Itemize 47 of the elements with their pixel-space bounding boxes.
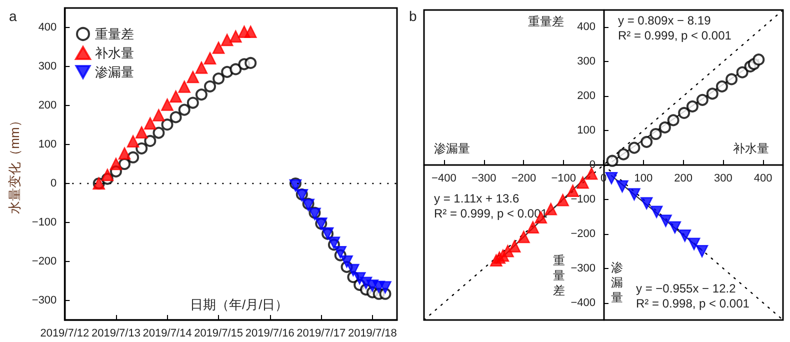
chart-title: b bbox=[409, 8, 417, 24]
annotation: y = 1.11x + 13.6 bbox=[434, 192, 520, 206]
annotation: 渗漏量 bbox=[434, 142, 470, 156]
annotation: 补水量 bbox=[733, 142, 769, 156]
y-tick-label: −100 bbox=[570, 193, 596, 206]
y-tick-label: 100 bbox=[38, 138, 57, 150]
y-tick-label: −200 bbox=[32, 256, 57, 268]
y-tick-label: 400 bbox=[38, 22, 57, 34]
y-tick-label: 300 bbox=[38, 60, 57, 72]
annotation: y = 0.809x − 8.19 bbox=[618, 14, 712, 28]
x-tick-label: 2019/7/15 bbox=[194, 328, 244, 340]
x-tick-label: 2019/7/13 bbox=[92, 328, 140, 340]
x-tick-label: −100 bbox=[551, 172, 576, 184]
legend-label: 重量差 bbox=[95, 26, 134, 42]
x-tick-label: 2019/7/16 bbox=[245, 328, 294, 340]
legend-label: 渗漏量 bbox=[95, 64, 134, 80]
x-tick-label: 400 bbox=[754, 172, 772, 184]
y-tick-label: 300 bbox=[577, 56, 596, 68]
x-tick-label: −300 bbox=[471, 172, 496, 184]
y-axis-title: 水量变化（mm） bbox=[7, 114, 22, 214]
y-tick-label: −300 bbox=[32, 294, 57, 306]
y-tick-label: −300 bbox=[570, 262, 596, 274]
y-tick-label: −100 bbox=[32, 216, 57, 228]
annotation: 重量差 bbox=[553, 254, 565, 298]
y-tick-label: 400 bbox=[577, 21, 596, 34]
chart-title: a bbox=[9, 8, 17, 24]
x-tick-label: 2019/7/18 bbox=[348, 328, 397, 340]
y-tick-label: −400 bbox=[570, 296, 596, 309]
y-tick-label: 100 bbox=[577, 124, 596, 137]
x-tick-label: 2019/7/14 bbox=[142, 328, 192, 340]
x-tick-label: 100 bbox=[634, 172, 653, 184]
annotation: R² = 0.999, p < 0.001 bbox=[618, 28, 732, 42]
x-tick-label: 2019/7/17 bbox=[296, 328, 346, 340]
x-tick-label: −200 bbox=[511, 172, 536, 184]
x-tick-label: 2019/7/12 bbox=[40, 328, 90, 340]
x-tick-label: 200 bbox=[674, 172, 692, 184]
x-axis-title: 日期（年/月/日） bbox=[190, 297, 288, 312]
annotation: 重量差 bbox=[528, 14, 564, 28]
annotation: y = −0.955x − 12.2 bbox=[636, 282, 736, 296]
y-tick-label: 200 bbox=[577, 90, 596, 102]
annotation: 渗漏量 bbox=[611, 260, 623, 304]
y-tick-label: −200 bbox=[570, 228, 596, 240]
x-tick-label: 300 bbox=[714, 172, 732, 184]
x-tick-label: −400 bbox=[432, 172, 456, 184]
annotation: R² = 0.998, p < 0.001 bbox=[636, 296, 750, 310]
legend-label: 补水量 bbox=[95, 46, 134, 60]
y-tick-label: 200 bbox=[38, 100, 57, 112]
